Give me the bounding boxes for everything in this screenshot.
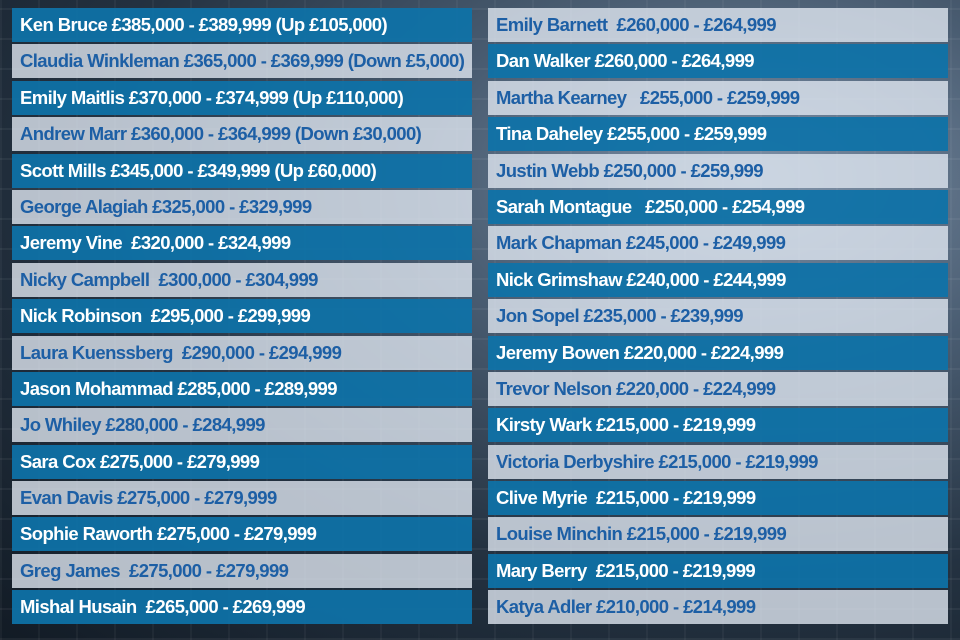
- list-item: Laura Kuenssberg £290,000 - £294,999: [12, 335, 472, 370]
- list-item: Ken Bruce £385,000 - £389,999 (Up £105,0…: [12, 8, 472, 42]
- salary-list-left: Ken Bruce £385,000 - £389,999 (Up £105,0…: [12, 8, 472, 625]
- list-item: Sara Cox £275,000 - £279,999: [12, 444, 472, 479]
- list-item: George Alagiah £325,000 - £329,999: [12, 189, 472, 224]
- list-item: Jeremy Vine £320,000 - £324,999: [12, 226, 472, 261]
- list-item: Jason Mohammad £285,000 - £289,999: [12, 371, 472, 406]
- list-item: Tina Daheley £255,000 - £259,999: [488, 117, 948, 152]
- list-item: Jon Sopel £235,000 - £239,999: [488, 299, 948, 334]
- list-item: Nicky Campbell £300,000 - £304,999: [12, 262, 472, 297]
- list-item: Nick Robinson £295,000 - £299,999: [12, 299, 472, 334]
- list-item: Sarah Montague £250,000 - £254,999: [488, 189, 948, 224]
- list-item: Scott Mills £345,000 - £349,999 (Up £60,…: [12, 153, 472, 188]
- list-item: Nick Grimshaw £240,000 - £244,999: [488, 262, 948, 297]
- list-item: Greg James £275,000 - £279,999: [12, 553, 472, 588]
- list-item: Katya Adler £210,000 - £214,999: [488, 590, 948, 625]
- list-item: Martha Kearney £255,000 - £259,999: [488, 80, 948, 115]
- list-item: Evan Davis £275,000 - £279,999: [12, 481, 472, 516]
- list-item: Clive Myrie £215,000 - £219,999: [488, 481, 948, 516]
- list-item: Emily Barnett £260,000 - £264,999: [488, 8, 948, 42]
- list-item: Mishal Husain £265,000 - £269,999: [12, 590, 472, 625]
- list-item: Claudia Winkleman £365,000 - £369,999 (D…: [12, 44, 472, 79]
- salary-list-right: Emily Barnett £260,000 - £264,999 Dan Wa…: [488, 8, 948, 625]
- list-item: Mary Berry £215,000 - £219,999: [488, 553, 948, 588]
- list-item: Mark Chapman £245,000 - £249,999: [488, 226, 948, 261]
- list-item: Trevor Nelson £220,000 - £224,999: [488, 371, 948, 406]
- list-item: Victoria Derbyshire £215,000 - £219,999: [488, 444, 948, 479]
- list-item: Andrew Marr £360,000 - £364,999 (Down £3…: [12, 117, 472, 152]
- list-item: Jo Whiley £280,000 - £284,999: [12, 408, 472, 443]
- list-item: Sophie Raworth £275,000 - £279,999: [12, 517, 472, 552]
- list-item: Justin Webb £250,000 - £259,999: [488, 153, 948, 188]
- list-item: Dan Walker £260,000 - £264,999: [488, 44, 948, 79]
- list-item: Emily Maitlis £370,000 - £374,999 (Up £1…: [12, 80, 472, 115]
- list-item: Jeremy Bowen £220,000 - £224,999: [488, 335, 948, 370]
- list-item: Kirsty Wark £215,000 - £219,999: [488, 408, 948, 443]
- list-item: Louise Minchin £215,000 - £219,999: [488, 517, 948, 552]
